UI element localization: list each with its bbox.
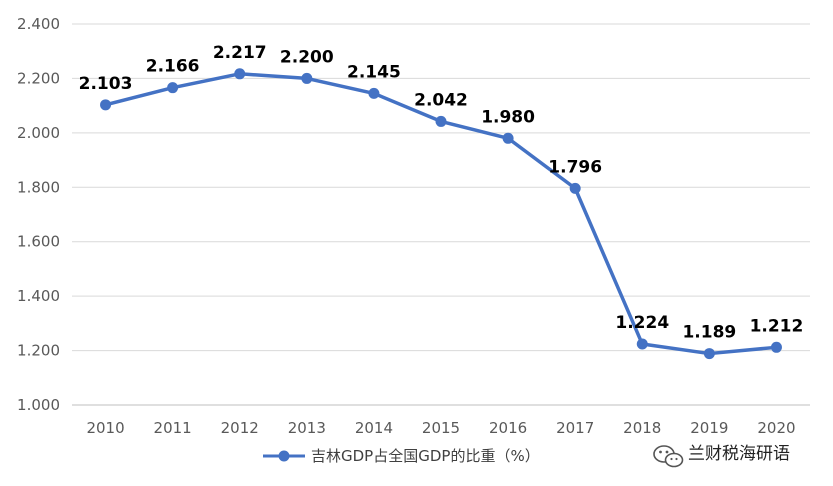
x-tick-label: 2011 xyxy=(154,419,192,437)
wechat-icon xyxy=(653,445,684,468)
data-label: 1.980 xyxy=(481,107,535,127)
y-tick-label: 2.200 xyxy=(17,69,60,87)
data-point xyxy=(301,72,313,84)
data-label: 1.796 xyxy=(548,157,602,177)
legend-swatch-marker xyxy=(278,450,290,462)
data-point xyxy=(502,132,514,144)
y-tick-label: 1.800 xyxy=(17,178,60,196)
x-tick-label: 2012 xyxy=(221,419,259,437)
axes: 1.000 1.200 1.400 1.600 1.800 2.000 2.200 2.400… xyxy=(17,15,796,437)
data-label: 1.189 xyxy=(682,323,736,343)
x-tick-label: 2018 xyxy=(623,419,661,437)
data-labels: 2.103 2.166 2.217 2.200 2.145 2.042 1.980 1.796… xyxy=(79,43,804,343)
data-point xyxy=(636,338,648,350)
y-tick-label: 1.400 xyxy=(17,287,60,305)
data-point xyxy=(770,341,782,353)
data-label: 1.224 xyxy=(615,313,669,333)
x-tick-label: 2019 xyxy=(690,419,728,437)
x-tick-label: 2014 xyxy=(355,419,393,437)
data-label: 2.166 xyxy=(146,57,200,77)
data-label: 2.042 xyxy=(414,90,468,110)
y-tick-label: 2.000 xyxy=(17,124,60,142)
x-tick-label: 2015 xyxy=(422,419,460,437)
watermark: 兰财税海研语 xyxy=(653,444,790,468)
series-line xyxy=(103,72,779,356)
data-point xyxy=(167,82,179,94)
x-tick-label: 2013 xyxy=(288,419,326,437)
data-point xyxy=(435,115,447,127)
data-label: 1.212 xyxy=(750,316,804,336)
series-line-layer xyxy=(100,68,782,360)
data-point xyxy=(703,348,715,360)
data-point xyxy=(100,99,112,111)
y-tick-label: 1.600 xyxy=(17,233,60,251)
y-tick-label: 1.200 xyxy=(17,342,60,360)
legend: 吉林GDP占全国GDP的比重（%） xyxy=(263,447,540,465)
gridlines xyxy=(72,23,810,406)
x-tick-label: 2010 xyxy=(86,419,124,437)
watermark-text: 兰财税海研语 xyxy=(688,444,790,464)
data-label: 2.217 xyxy=(213,43,267,63)
data-label: 2.145 xyxy=(347,62,401,82)
data-point xyxy=(234,68,246,80)
x-tick-label: 2016 xyxy=(489,419,527,437)
x-tick-label: 2017 xyxy=(556,419,594,437)
data-point xyxy=(569,182,581,194)
x-tick-label: 2020 xyxy=(757,419,795,437)
legend-label: 吉林GDP占全国GDP的比重（%） xyxy=(311,447,540,465)
data-label: 2.103 xyxy=(79,74,133,94)
data-label: 2.200 xyxy=(280,47,334,67)
data-point xyxy=(368,87,380,99)
y-tick-label: 1.000 xyxy=(17,396,60,414)
y-tick-label: 2.400 xyxy=(17,15,60,33)
